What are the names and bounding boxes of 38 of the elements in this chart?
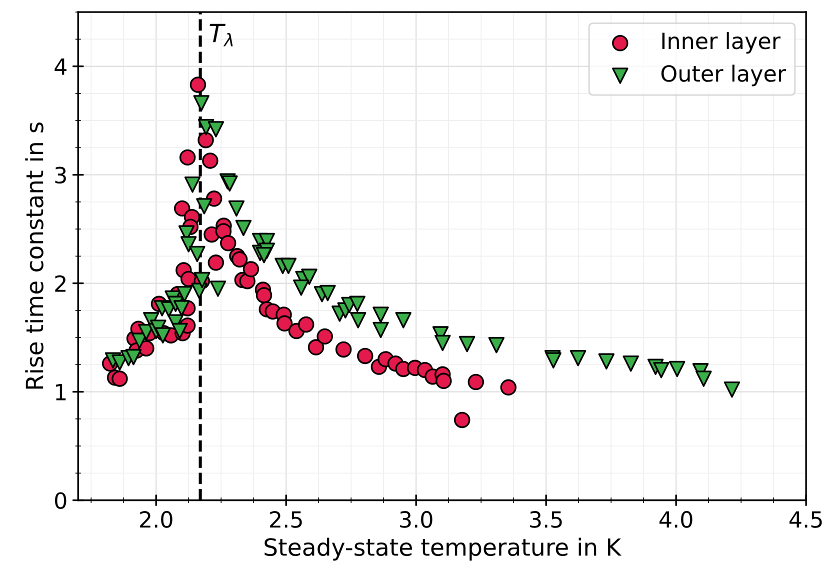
point xyxy=(198,132,214,148)
point xyxy=(208,254,224,271)
point xyxy=(316,328,333,345)
point xyxy=(202,152,218,169)
x-tick-label: 2.5 xyxy=(270,511,302,528)
x-tick-label: 2.0 xyxy=(140,511,172,528)
point xyxy=(298,316,314,333)
point xyxy=(436,372,452,390)
point xyxy=(256,287,272,304)
point xyxy=(215,223,232,240)
point xyxy=(112,370,128,387)
point xyxy=(220,235,236,252)
point xyxy=(308,339,324,356)
y-axis-title: Rise time constant in s xyxy=(25,122,44,389)
legend-label: Inner layer xyxy=(662,32,780,54)
point xyxy=(242,261,260,278)
point xyxy=(190,76,206,93)
point xyxy=(231,251,248,268)
point xyxy=(174,200,190,217)
point xyxy=(179,149,196,166)
x-tick-label: 4.0 xyxy=(659,511,692,528)
point xyxy=(454,412,470,428)
x-tick-label: 3.5 xyxy=(530,511,562,528)
ref-line-label: T$_{λ}$ xyxy=(210,24,233,46)
point xyxy=(468,374,484,390)
x-axis-title: Steady-state temperature in K xyxy=(264,538,622,561)
point xyxy=(276,315,293,332)
point xyxy=(357,348,374,364)
x-tick-label: 3.0 xyxy=(400,511,432,528)
point xyxy=(500,379,517,396)
x-tick-label: 4.5 xyxy=(789,511,822,528)
y-tick-label: 2 xyxy=(55,275,66,292)
point xyxy=(335,341,352,358)
y-tick-label: 0 xyxy=(55,492,66,510)
legend-label: Outer layer xyxy=(661,64,786,86)
y-tick-label: 3 xyxy=(55,166,66,184)
y-tick-label: 1 xyxy=(56,384,66,400)
y-tick-label: 4 xyxy=(54,58,66,75)
